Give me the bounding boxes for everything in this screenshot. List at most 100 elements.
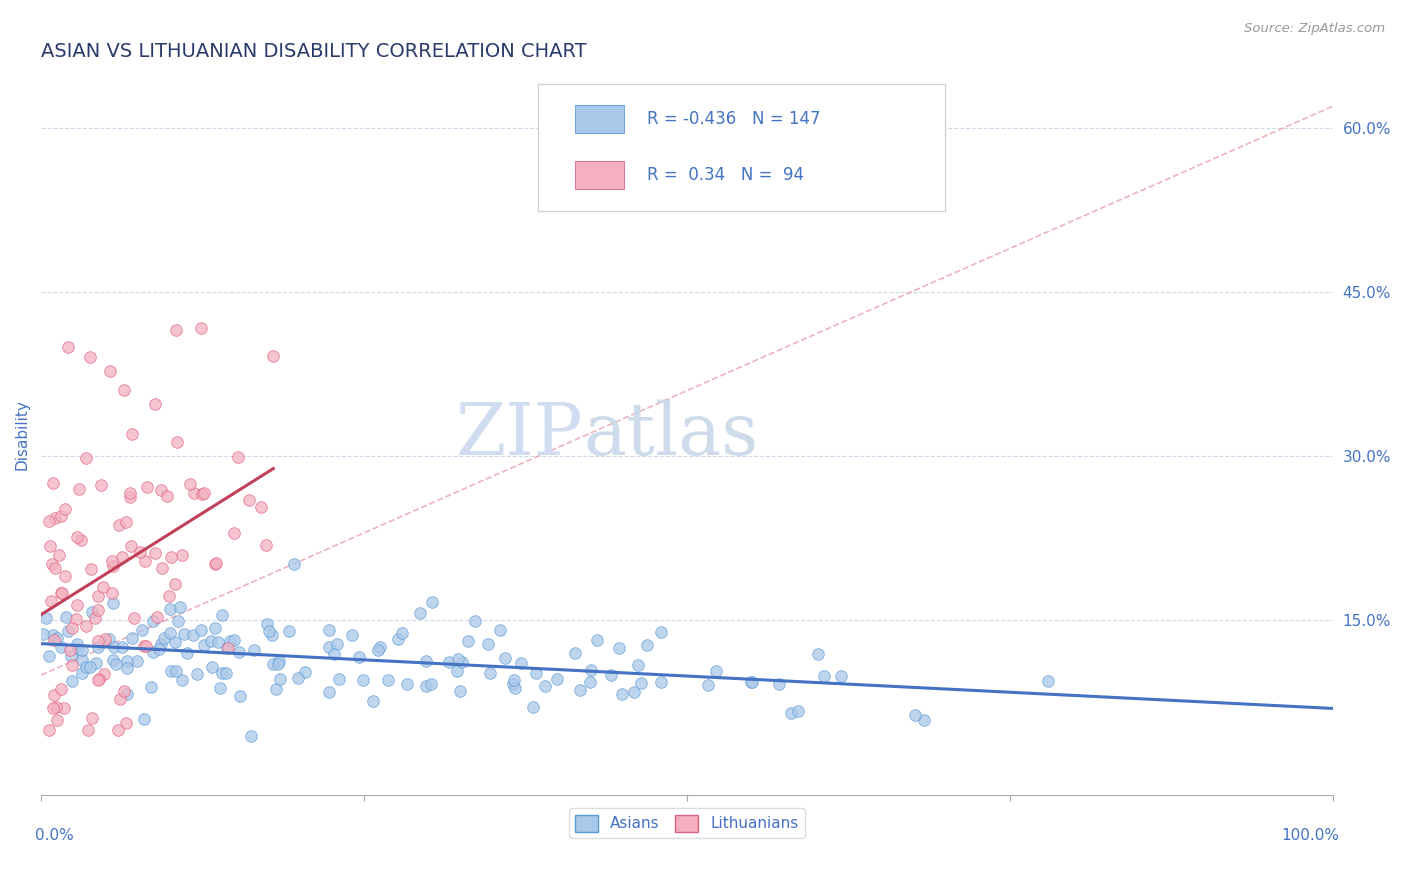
- Point: [79, 350, 101, 364]
- Point: [322, 647, 344, 661]
- Point: [42, 633, 65, 648]
- Point: [159, 626, 181, 640]
- Point: [352, 673, 374, 687]
- Text: ZIP: ZIP: [456, 399, 583, 470]
- Point: [70, 642, 93, 657]
- Point: [904, 707, 927, 722]
- Point: [121, 632, 143, 646]
- Point: [318, 640, 340, 655]
- Point: [229, 689, 252, 703]
- Y-axis label: Disability: Disability: [15, 399, 30, 470]
- Point: [579, 675, 602, 690]
- Point: [419, 677, 441, 691]
- Point: [107, 723, 129, 737]
- Point: [165, 665, 187, 679]
- Point: [42, 628, 65, 642]
- Point: [118, 490, 141, 504]
- Point: [650, 624, 672, 639]
- Point: [134, 554, 156, 568]
- Point: [70, 666, 93, 681]
- Point: [75, 619, 97, 633]
- Point: [115, 516, 138, 530]
- Point: [103, 640, 125, 655]
- Point: [586, 632, 609, 647]
- Point: [169, 600, 191, 615]
- Point: [502, 677, 524, 691]
- Point: [607, 640, 630, 655]
- Point: [377, 673, 399, 687]
- Point: [101, 558, 124, 573]
- Point: [264, 682, 287, 697]
- Point: [242, 643, 264, 657]
- Point: [391, 626, 413, 640]
- Point: [704, 664, 727, 678]
- Point: [502, 673, 524, 687]
- Point: [115, 654, 138, 668]
- Point: [44, 510, 66, 524]
- Point: [60, 673, 83, 688]
- Point: [205, 556, 228, 570]
- Point: [160, 550, 183, 565]
- Point: [610, 687, 633, 701]
- Point: [142, 614, 165, 628]
- Point: [211, 665, 233, 680]
- Point: [51, 681, 73, 696]
- Point: [179, 476, 201, 491]
- Point: [156, 490, 179, 504]
- Point: [93, 667, 115, 681]
- Point: [524, 666, 547, 681]
- Point: [129, 545, 152, 559]
- Text: Source: ZipAtlas.com: Source: ZipAtlas.com: [1244, 22, 1385, 36]
- Point: [740, 674, 762, 689]
- Point: [449, 683, 471, 698]
- Point: [193, 638, 215, 652]
- Text: 0.0%: 0.0%: [35, 828, 73, 843]
- Point: [101, 595, 124, 609]
- Point: [207, 635, 229, 649]
- Point: [361, 694, 384, 708]
- Point: [509, 656, 531, 670]
- Point: [55, 610, 77, 624]
- Point: [67, 483, 90, 497]
- Point: [93, 632, 115, 647]
- Point: [696, 678, 718, 692]
- Point: [183, 628, 205, 642]
- Point: [86, 673, 108, 687]
- Point: [79, 659, 101, 673]
- Point: [136, 480, 159, 494]
- Point: [464, 614, 486, 628]
- Point: [53, 502, 76, 516]
- Point: [200, 633, 222, 648]
- Point: [87, 640, 110, 654]
- Point: [204, 621, 226, 635]
- Point: [134, 639, 156, 653]
- Point: [217, 640, 239, 655]
- Point: [66, 642, 89, 657]
- Point: [779, 706, 801, 720]
- Point: [38, 539, 60, 553]
- Point: [256, 616, 278, 631]
- Point: [600, 668, 623, 682]
- Point: [318, 685, 340, 699]
- Point: [201, 659, 224, 673]
- Point: [349, 650, 371, 665]
- Point: [143, 546, 166, 560]
- Point: [148, 641, 170, 656]
- Point: [211, 607, 233, 622]
- Point: [165, 323, 187, 337]
- Point: [108, 692, 131, 706]
- Point: [495, 651, 517, 665]
- Point: [395, 676, 418, 690]
- Point: [250, 500, 273, 515]
- Point: [451, 656, 474, 670]
- Point: [217, 640, 239, 655]
- Point: [224, 525, 246, 540]
- Point: [167, 614, 190, 628]
- Point: [163, 576, 186, 591]
- Point: [45, 699, 67, 714]
- Point: [87, 672, 110, 686]
- Point: [34, 611, 56, 625]
- Point: [367, 643, 389, 657]
- Point: [66, 637, 89, 651]
- Point: [66, 530, 89, 544]
